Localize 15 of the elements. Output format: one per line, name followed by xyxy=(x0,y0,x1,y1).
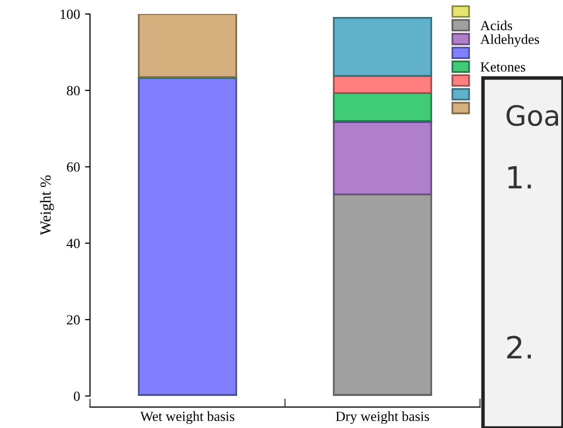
legend-label: Ketones xyxy=(480,62,526,72)
text: 1. xyxy=(508,166,531,188)
x-tick-label: Wet weight basis xyxy=(140,411,234,424)
y-tick-label: 0 xyxy=(74,392,80,401)
y-axis-title: Weight % xyxy=(40,175,54,236)
x-tick-label: Dry weight basis xyxy=(336,411,430,424)
legend-label: Acids xyxy=(480,20,512,30)
text: 2. xyxy=(507,336,531,358)
y-tick-label: 80 xyxy=(66,86,80,96)
y-tick-label: 60 xyxy=(66,162,80,172)
y-tick-label: 20 xyxy=(67,315,80,325)
legend-label: Aldehydes xyxy=(480,34,540,47)
y-tick-label: 40 xyxy=(66,238,80,248)
y-tick-label: 100 xyxy=(60,10,80,19)
text: Goa xyxy=(506,105,558,126)
